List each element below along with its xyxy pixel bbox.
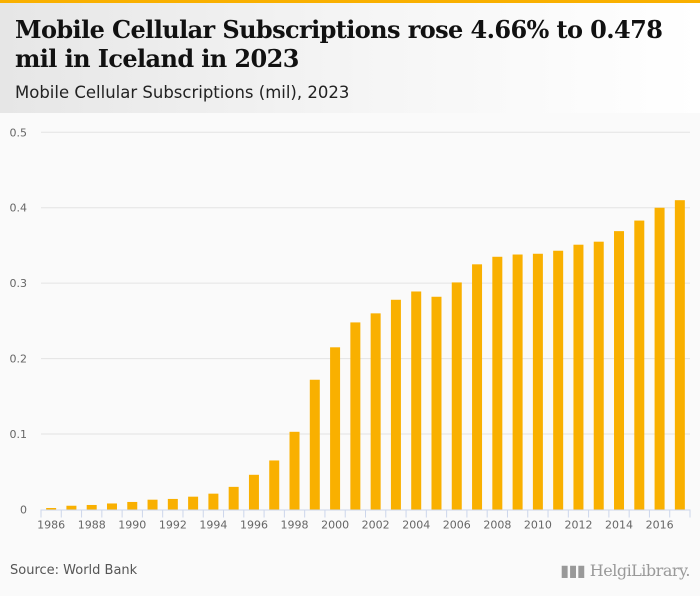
x-tick-label: 1990 bbox=[118, 519, 146, 532]
bar-chart: 0 0.1 0.2 0.3 0.4 0.5 1986 1988 1990 1992 1994 1996… bbox=[10, 126, 691, 532]
x-tick-label: 2012 bbox=[564, 519, 592, 532]
x-tick-label: 1996 bbox=[240, 519, 268, 532]
helgilibrary-logo[interactable]: ▮▮▮ HelgiLibrary. bbox=[560, 561, 690, 580]
x-tick-label: 1986 bbox=[37, 519, 65, 532]
chart-header: Mobile Cellular Subscriptions rose 4.66%… bbox=[0, 0, 700, 113]
x-tick-label: 2004 bbox=[402, 519, 430, 532]
bar-2015 bbox=[634, 220, 645, 510]
logo-text: HelgiLibrary. bbox=[589, 561, 691, 580]
bar-2016 bbox=[654, 207, 665, 510]
bar-2004 bbox=[411, 291, 422, 510]
bar-1999 bbox=[309, 379, 320, 510]
y-tick-label: 0.4 bbox=[10, 202, 28, 215]
logo-icon: ▮▮▮ bbox=[560, 561, 590, 580]
y-tick-label: 0.5 bbox=[10, 126, 28, 139]
bar-1988 bbox=[86, 504, 97, 510]
bar-1990 bbox=[127, 501, 138, 510]
source-label: Source: World Bank bbox=[10, 563, 138, 578]
x-tick-label: 1994 bbox=[199, 519, 227, 532]
bar-1994 bbox=[208, 493, 219, 510]
bar-1986 bbox=[46, 507, 57, 510]
bar-2002 bbox=[370, 313, 381, 510]
bar-2010 bbox=[532, 253, 543, 510]
bar-1992 bbox=[167, 498, 178, 510]
y-tick-label: 0.2 bbox=[10, 353, 28, 366]
bar-1993 bbox=[188, 496, 199, 510]
bar-1987 bbox=[66, 505, 77, 510]
bar-2007 bbox=[472, 264, 483, 510]
bar-2014 bbox=[614, 231, 625, 510]
x-tick-label: 2016 bbox=[646, 519, 674, 532]
bar-2001 bbox=[350, 322, 361, 510]
bar-2012 bbox=[573, 244, 584, 510]
bar-1995 bbox=[228, 486, 239, 510]
bar-2005 bbox=[431, 296, 442, 510]
y-tick-label: 0.3 bbox=[10, 277, 28, 290]
y-tick-label: 0 bbox=[20, 504, 27, 517]
x-tick-label: 2006 bbox=[443, 519, 471, 532]
chart-subtitle: Mobile Cellular Subscriptions (mil), 202… bbox=[15, 83, 350, 102]
x-tick-label: 2000 bbox=[321, 519, 349, 532]
bar-1991 bbox=[147, 499, 158, 510]
x-tick-label: 2002 bbox=[362, 519, 390, 532]
bar-2008 bbox=[492, 256, 503, 510]
x-tick-label: 1998 bbox=[281, 519, 309, 532]
bar-1989 bbox=[106, 503, 117, 510]
bar-2000 bbox=[330, 347, 341, 510]
bar-2003 bbox=[390, 299, 401, 510]
bar-1997 bbox=[269, 460, 280, 510]
x-tick-label: 2010 bbox=[524, 519, 552, 532]
bar-2017 bbox=[674, 200, 685, 510]
bar-2009 bbox=[512, 254, 523, 510]
x-tick-label: 2014 bbox=[605, 519, 633, 532]
x-tick-label: 1988 bbox=[78, 519, 106, 532]
bar-2013 bbox=[593, 241, 604, 510]
bar-2011 bbox=[553, 250, 564, 510]
bar-1998 bbox=[289, 431, 300, 510]
y-tick-label: 0.1 bbox=[10, 428, 28, 441]
chart-title: Mobile Cellular Subscriptions rose 4.66%… bbox=[15, 15, 663, 73]
x-tick-label: 2008 bbox=[483, 519, 511, 532]
bar-2006 bbox=[451, 282, 462, 510]
bar-1996 bbox=[248, 474, 259, 510]
x-tick-label: 1992 bbox=[159, 519, 187, 532]
